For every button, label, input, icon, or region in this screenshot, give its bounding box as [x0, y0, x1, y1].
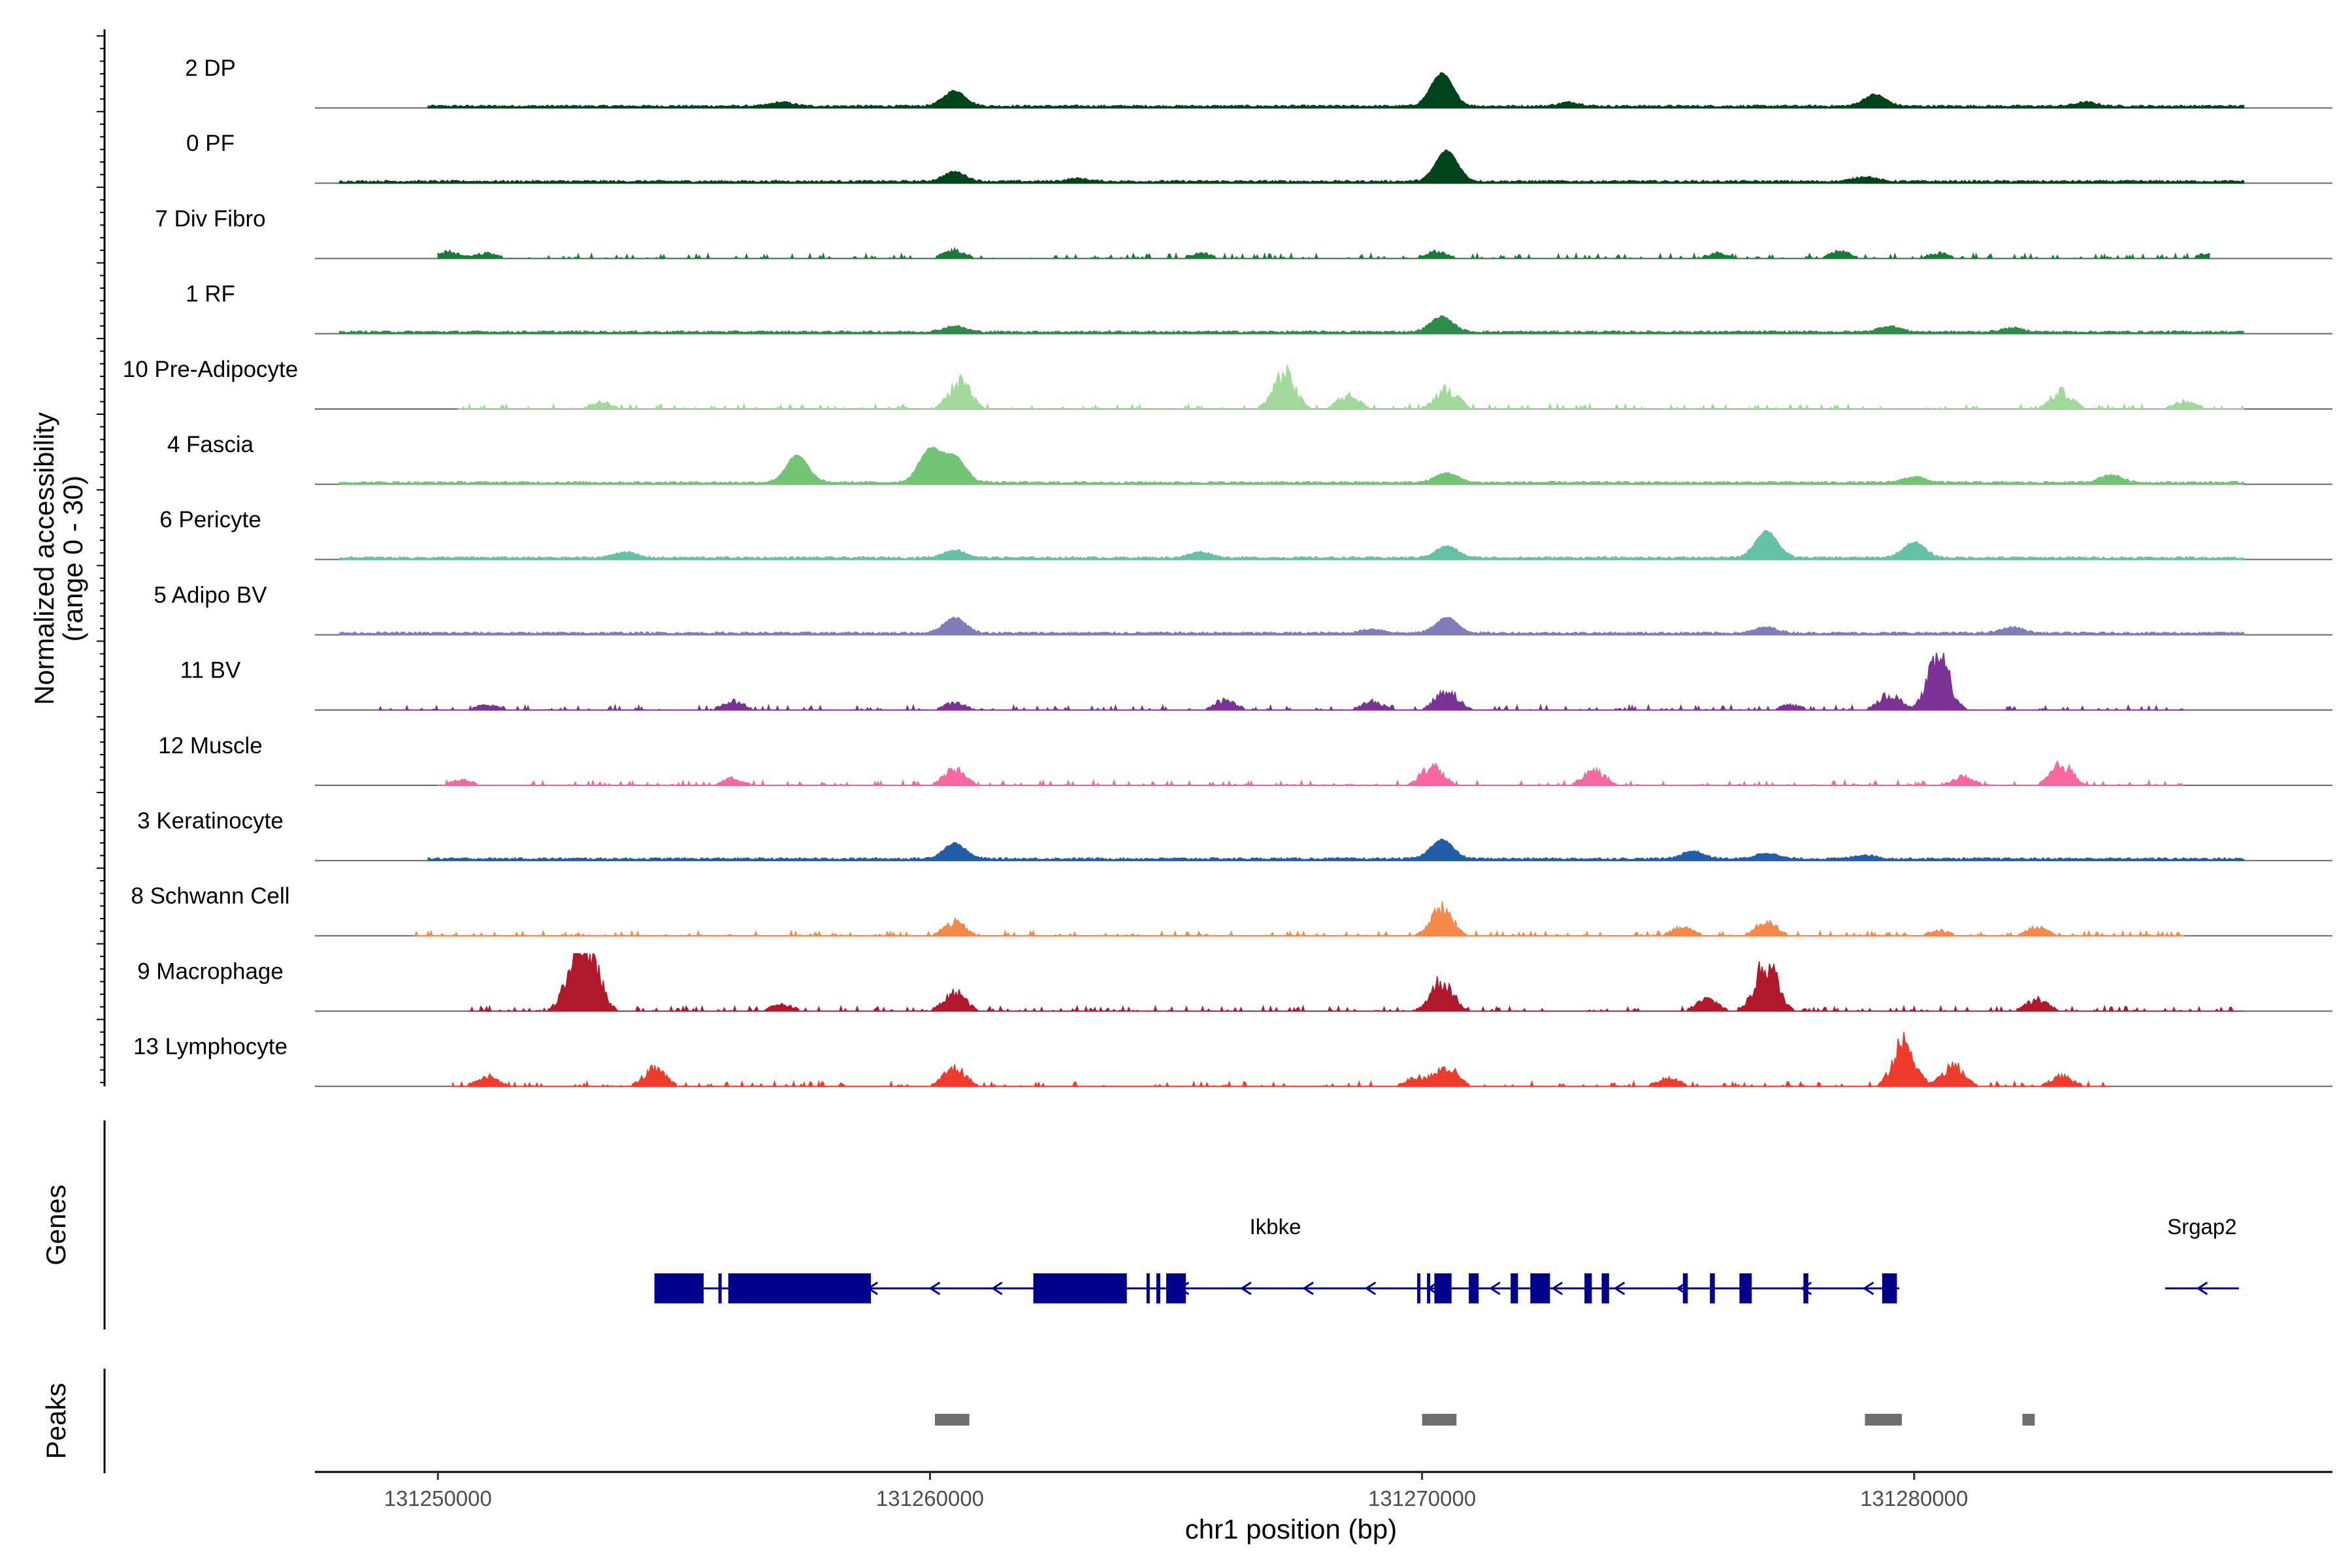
- gene-strand-arrow: [1240, 1281, 1252, 1296]
- x-tick-label: 131280000: [1860, 1486, 1968, 1511]
- gene-strand-arrow: [990, 1281, 1003, 1296]
- peak-region: [934, 1414, 970, 1426]
- track-5-adipo-bv: 5 Adipo BV: [154, 582, 2332, 636]
- gene-exon: [1530, 1273, 1550, 1303]
- peak-region: [1865, 1414, 1902, 1426]
- tracks-layer: 2 DP 0 PF 7 Div Fibro 1 RF 10 Pre-Adipocyte 4…: [123, 56, 2332, 1088]
- gene-exon: [1682, 1273, 1688, 1303]
- gene-exon: [1584, 1273, 1592, 1303]
- track-coverage-area: [338, 530, 2245, 561]
- y-axis-title-line1: Normalized accessibility: [29, 412, 59, 705]
- gene-strand-arrow: [2196, 1281, 2208, 1296]
- track-coverage-area: [467, 953, 2244, 1013]
- x-axis-title: chr1 position (bp): [1185, 1514, 1397, 1544]
- gene-strand-arrow: [928, 1281, 941, 1296]
- track-label: 12 Muscle: [158, 733, 263, 759]
- track-coverage-area: [452, 1032, 2111, 1088]
- track-label: 1 RF: [186, 282, 235, 307]
- track-10-pre-adipocyte: 10 Pre-Adipocyte: [123, 357, 2332, 411]
- track-label: 4 Fascia: [167, 432, 254, 457]
- gene-exon: [1146, 1273, 1150, 1303]
- track-1-rf: 1 RF: [186, 282, 2332, 335]
- track-12-muscle: 12 Muscle: [158, 733, 2332, 787]
- gene-srgap2: Srgap2: [2164, 1215, 2239, 1296]
- track-coverage-area: [457, 365, 2245, 411]
- genes-layer: Genes Ikbke Srgap2: [41, 1120, 2239, 1330]
- track-label: 9 Macrophage: [137, 958, 284, 984]
- gene-strand-arrow: [1551, 1281, 1563, 1296]
- track-6-pericyte: 6 Pericyte: [159, 507, 2332, 561]
- track-0-pf: 0 PF: [186, 131, 2332, 184]
- gene-exon: [1882, 1273, 1897, 1303]
- gene-exon: [1417, 1273, 1421, 1303]
- track-label: 11 BV: [180, 658, 241, 683]
- gene-exon: [1033, 1273, 1127, 1303]
- track-coverage-area: [437, 246, 2210, 261]
- track-coverage-area: [427, 72, 2245, 108]
- y-axis-title-line2: (range 0 - 30): [57, 476, 88, 642]
- axis-layer: Normalized accessibility(range 0 - 30) 13…: [29, 29, 2332, 1544]
- track-7-div-fibro: 7 Div Fibro: [155, 206, 2332, 261]
- track-13-lymphocyte: 13 Lymphocyte: [133, 1032, 2332, 1088]
- track-coverage-area: [438, 760, 2185, 787]
- track-3-keratinocyte: 3 Keratinocyte: [137, 808, 2332, 862]
- track-label: 5 Adipo BV: [154, 582, 267, 608]
- gene-strand-arrow: [1364, 1281, 1377, 1296]
- y-axis-title: Normalized accessibility(range 0 - 30): [29, 412, 88, 705]
- genes-panel-title: Genes: [41, 1184, 71, 1266]
- track-coverage-area: [338, 616, 2245, 636]
- track-coverage-area: [338, 149, 2245, 184]
- gene-exon: [728, 1273, 872, 1303]
- track-label: 3 Keratinocyte: [137, 808, 284, 834]
- gene-exon: [1710, 1273, 1715, 1303]
- peaks-layer: Peaks: [41, 1369, 2035, 1473]
- gene-exon: [1166, 1273, 1186, 1303]
- gene-exon: [1469, 1273, 1479, 1303]
- gene-exon: [1434, 1273, 1452, 1303]
- gene-exon: [1739, 1273, 1752, 1303]
- track-9-macrophage: 9 Macrophage: [137, 953, 2332, 1013]
- peak-region: [1422, 1414, 1457, 1426]
- track-2-dp: 2 DP: [185, 56, 2332, 109]
- gene-name-label: Ikbke: [1250, 1215, 1301, 1239]
- gene-exon: [1511, 1273, 1518, 1303]
- gene-exon: [1601, 1273, 1609, 1303]
- gene-ikbke: Ikbke: [654, 1215, 1900, 1303]
- track-coverage-area: [338, 315, 2245, 335]
- gene-exon: [654, 1273, 704, 1303]
- track-label: 2 DP: [185, 56, 236, 81]
- track-11-bv: 11 BV: [180, 652, 2332, 712]
- gene-exon: [1156, 1273, 1160, 1303]
- track-label: 10 Pre-Adipocyte: [123, 357, 298, 382]
- gene-exon: [718, 1273, 722, 1303]
- track-8-schwann-cell: 8 Schwann Cell: [131, 883, 2332, 938]
- track-label: 0 PF: [186, 131, 235, 156]
- gene-name-label: Srgap2: [2167, 1215, 2236, 1239]
- track-label: 13 Lymphocyte: [133, 1034, 287, 1060]
- x-tick-label: 131270000: [1368, 1486, 1476, 1511]
- track-label: 8 Schwann Cell: [131, 883, 289, 909]
- track-coverage-area: [338, 446, 2245, 485]
- peak-region: [2022, 1414, 2035, 1426]
- gene-exon: [1803, 1273, 1808, 1303]
- x-tick-label: 131250000: [384, 1486, 492, 1511]
- track-label: 6 Pericyte: [159, 507, 261, 532]
- x-tick-label: 131260000: [876, 1486, 984, 1511]
- gene-strand-arrow: [1489, 1281, 1501, 1296]
- track-label: 7 Div Fibro: [155, 206, 265, 231]
- track-coverage-area: [378, 652, 2185, 712]
- track-coverage-area: [427, 838, 2245, 861]
- gene-strand-arrow: [1613, 1281, 1625, 1296]
- track-4-fascia: 4 Fascia: [167, 432, 2332, 485]
- gene-exon: [1427, 1273, 1431, 1303]
- track-coverage-area: [413, 901, 2185, 938]
- gene-strand-arrow: [1862, 1281, 1874, 1296]
- gene-strand-arrow: [1302, 1281, 1314, 1296]
- peaks-panel-title: Peaks: [41, 1383, 71, 1460]
